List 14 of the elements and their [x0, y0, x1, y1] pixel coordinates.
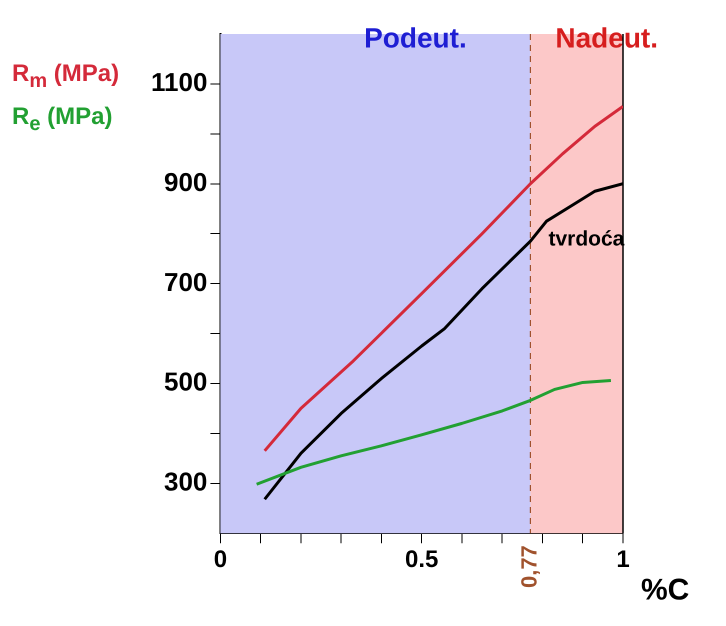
x-tick-label: 1 — [616, 546, 630, 574]
y-tick-label: 500 — [164, 366, 208, 397]
band-label: Podeut. — [364, 22, 467, 54]
text: R$_{m}$ (MPa) — [12, 59, 120, 94]
y-tick-label: 1100 — [151, 67, 208, 98]
x-tick-label: 0 — [214, 546, 228, 574]
y-tick-label: 900 — [164, 166, 208, 197]
band-label: Nadeut. — [555, 22, 658, 54]
y-tick-label: 300 — [164, 466, 208, 496]
ref-line-label: 0,77 — [516, 545, 542, 588]
x-tick-label: 0.5 — [405, 546, 438, 574]
x-axis-title: %C — [641, 573, 690, 606]
text: R$_{e}$ (MPa) — [12, 102, 114, 137]
y-tick-label: 700 — [164, 266, 208, 297]
